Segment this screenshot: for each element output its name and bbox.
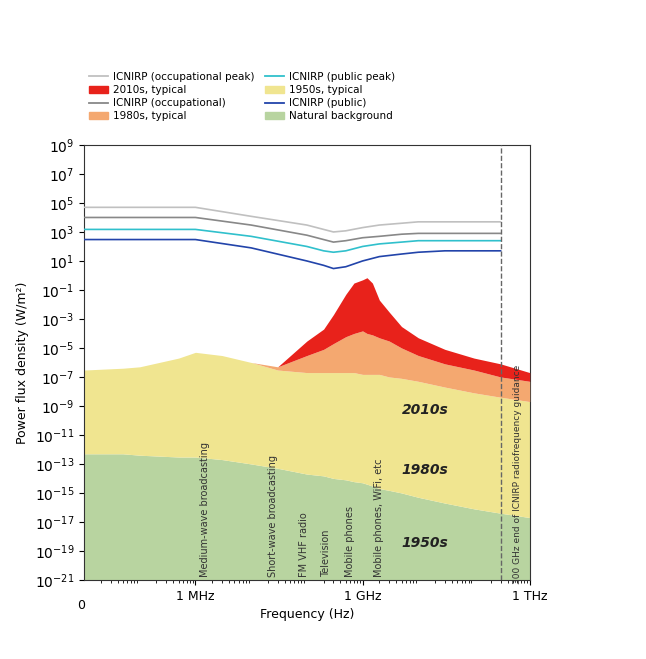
- Text: 0: 0: [78, 600, 85, 612]
- Y-axis label: Power flux density (W/m²): Power flux density (W/m²): [16, 281, 29, 444]
- Text: 2010s: 2010s: [402, 403, 448, 416]
- Text: Television: Television: [321, 530, 331, 577]
- Legend: ICNIRP (occupational peak), 2010s, typical, ICNIRP (occupational), 1980s, typica: ICNIRP (occupational peak), 2010s, typic…: [89, 72, 395, 121]
- Text: Mobile phones: Mobile phones: [345, 506, 355, 577]
- Text: 1980s: 1980s: [402, 463, 448, 477]
- X-axis label: Frequency (Hz): Frequency (Hz): [260, 608, 354, 621]
- Text: Mobile phones, WiFi, etc: Mobile phones, WiFi, etc: [374, 459, 384, 577]
- Text: 300 GHz end of ICNIRP radiofrequency guidance: 300 GHz end of ICNIRP radiofrequency gui…: [513, 364, 522, 584]
- Text: Medium-wave broadcasting: Medium-wave broadcasting: [200, 442, 210, 577]
- Text: 1950s: 1950s: [402, 536, 448, 550]
- Text: FM VHF radio: FM VHF radio: [299, 513, 309, 577]
- Text: Short-wave broadcasting: Short-wave broadcasting: [268, 455, 278, 577]
